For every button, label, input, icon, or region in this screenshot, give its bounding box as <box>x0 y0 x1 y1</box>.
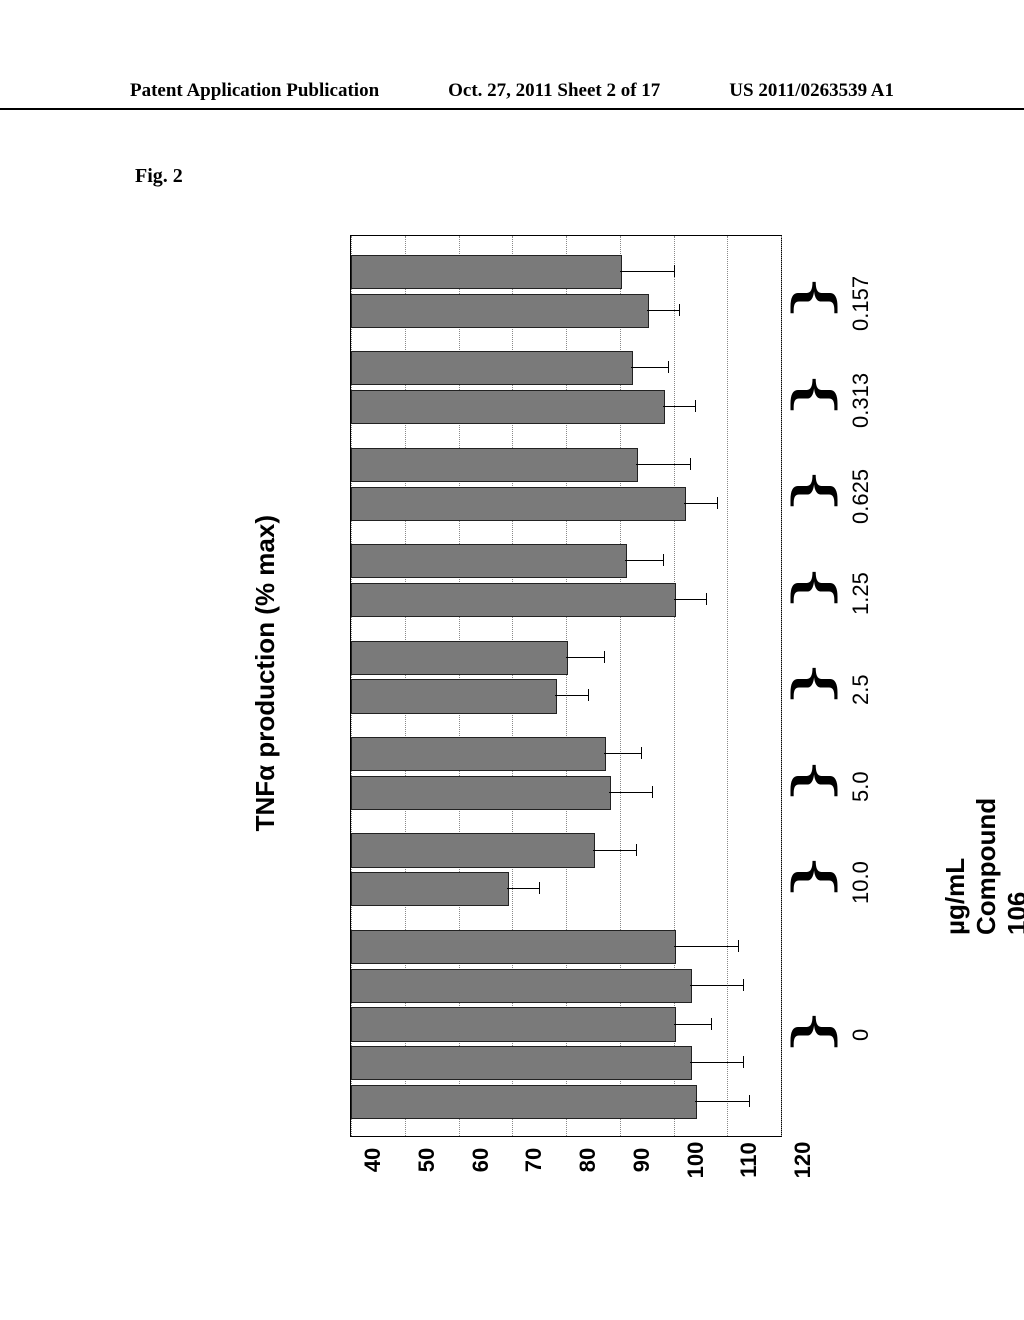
bar <box>351 1085 697 1119</box>
error-bar <box>604 753 642 754</box>
error-cap <box>695 400 696 412</box>
bar <box>351 641 568 675</box>
page: Patent Application Publication Oct. 27, … <box>0 0 1024 1320</box>
error-bar <box>566 657 604 658</box>
bar <box>351 930 676 964</box>
bar <box>351 390 665 424</box>
error-cap <box>641 747 642 759</box>
error-cap <box>663 554 664 566</box>
error-cap <box>749 1095 750 1107</box>
group-brace: } <box>785 859 835 894</box>
bar <box>351 487 686 521</box>
y-tick-label: 80 <box>575 1140 601 1180</box>
error-bar <box>647 310 679 311</box>
group-brace: } <box>785 280 835 315</box>
group-brace: } <box>785 1013 835 1048</box>
error-bar <box>620 271 674 272</box>
group-brace: } <box>785 666 835 701</box>
header-left: Patent Application Publication <box>130 80 379 102</box>
x-group-label: 10.0 <box>848 861 874 904</box>
bar <box>351 833 595 867</box>
group-brace: } <box>785 377 835 412</box>
error-bar <box>674 946 739 947</box>
y-tick-label: 110 <box>736 1140 762 1180</box>
error-cap <box>706 593 707 605</box>
x-group-label: 0.625 <box>848 469 874 524</box>
error-bar <box>690 1062 744 1063</box>
x-group-label: 0.157 <box>848 276 874 331</box>
y-tick-label: 60 <box>468 1140 494 1180</box>
error-bar <box>695 1101 749 1102</box>
bar <box>351 255 622 289</box>
x-group-label: 2.5 <box>848 674 874 705</box>
error-bar <box>631 367 669 368</box>
group-brace: } <box>785 762 835 797</box>
x-group-label: 0 <box>848 1028 874 1040</box>
bar <box>351 872 509 906</box>
bar <box>351 294 649 328</box>
error-bar <box>674 1024 712 1025</box>
error-bar <box>684 503 716 504</box>
error-bar <box>663 406 695 407</box>
error-bar <box>636 464 690 465</box>
group-brace: } <box>785 473 835 508</box>
bar <box>351 1007 676 1041</box>
figure-label: Fig. 2 <box>135 165 183 188</box>
y-tick-label: 90 <box>629 1140 655 1180</box>
error-cap <box>588 689 589 701</box>
error-cap <box>604 651 605 663</box>
error-bar <box>674 599 706 600</box>
error-cap <box>743 979 744 991</box>
header-center: Oct. 27, 2011 Sheet 2 of 17 <box>448 80 660 102</box>
y-axis-title: TNFα production (% max) <box>250 515 281 831</box>
error-bar <box>609 792 652 793</box>
error-cap <box>539 882 540 894</box>
x-group-label: 0.313 <box>848 373 874 428</box>
y-tick-label: 50 <box>414 1140 440 1180</box>
error-cap <box>674 265 675 277</box>
plot-area <box>350 235 782 1137</box>
y-tick-label: 100 <box>683 1140 709 1180</box>
gridline <box>727 236 728 1136</box>
error-cap <box>738 940 739 952</box>
x-group-label: 1.25 <box>848 572 874 615</box>
header-right: US 2011/0263539 A1 <box>729 80 894 102</box>
bar <box>351 583 676 617</box>
error-cap <box>743 1056 744 1068</box>
bar <box>351 351 633 385</box>
bar <box>351 679 557 713</box>
bar <box>351 1046 692 1080</box>
bar <box>351 448 638 482</box>
error-cap <box>668 361 669 373</box>
error-cap <box>652 786 653 798</box>
error-cap <box>636 844 637 856</box>
bar-chart: TNFα production (% max) 40 50 60 70 80 90 100 1… <box>220 215 780 1195</box>
bar <box>351 969 692 1003</box>
x-axis-title: µg/mL Compound 106 <box>940 798 1024 935</box>
error-cap <box>717 497 718 509</box>
bar <box>351 544 627 578</box>
y-tick-label: 120 <box>790 1140 816 1180</box>
error-bar <box>507 888 539 889</box>
y-tick-label: 40 <box>360 1140 386 1180</box>
bar <box>351 737 606 771</box>
error-cap <box>690 458 691 470</box>
error-bar <box>555 695 587 696</box>
error-bar <box>625 560 663 561</box>
x-group-label: 5.0 <box>848 771 874 802</box>
page-header: Patent Application Publication Oct. 27, … <box>0 80 1024 110</box>
error-cap <box>679 304 680 316</box>
y-tick-label: 70 <box>521 1140 547 1180</box>
group-brace: } <box>785 570 835 605</box>
error-cap <box>711 1018 712 1030</box>
error-bar <box>593 850 636 851</box>
bar <box>351 776 611 810</box>
error-bar <box>690 985 744 986</box>
